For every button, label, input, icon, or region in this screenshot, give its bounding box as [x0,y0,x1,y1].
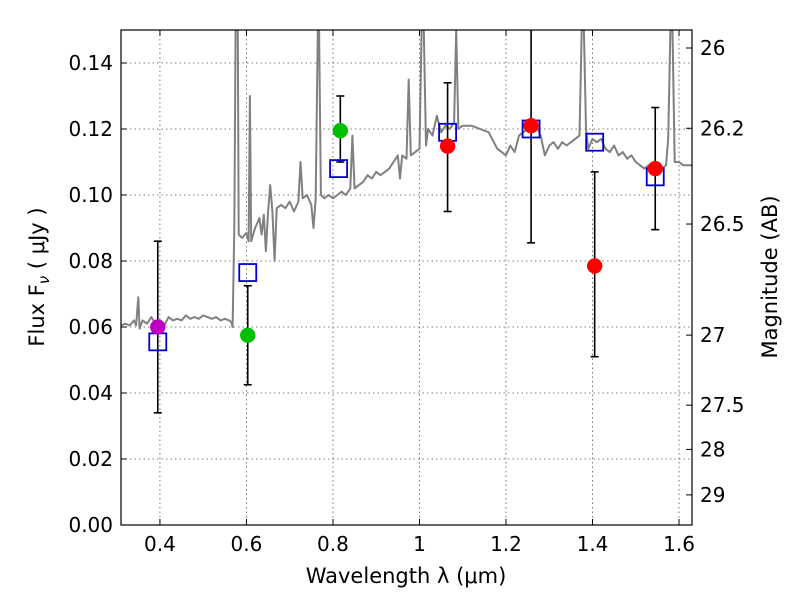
observed-point-green [239,327,256,343]
grid-lines [121,30,692,526]
y-axis-label: Flux Fν ( μJy ) [25,207,53,346]
y-tick-label: 0.02 [68,447,113,471]
y-tick-label: 0.08 [68,249,113,273]
magnitude-tick-label: 27.5 [700,393,745,417]
magnitude-tick-label: 28 [700,437,725,461]
observed-point-green [332,122,349,139]
observed-point-red [586,258,603,274]
x-tick-label: 1 [413,532,426,556]
model-square [238,263,258,282]
magnitude-axis-label: Magnitude (AB) [758,195,782,358]
magnitude-tick-label: 27 [700,323,725,347]
magnitude-tick-label: 29 [700,483,725,507]
observed-point-red [523,117,539,134]
axis-ticks: 0.4 0.6 0.8 1 1.2 1.4 1.6 0.00 0.02 0.04 0.06 0.08 0… [68,30,745,556]
x-tick-label: 1.4 [577,532,609,556]
x-tick-label: 0.8 [317,532,349,556]
plot-frame [120,29,693,526]
magnitude-tick-label: 26 [700,36,725,60]
y-axis-label-unit: ( μJy ) [25,207,49,275]
y-tick-label: 0.12 [68,117,113,141]
spectrum-line [121,30,692,330]
magnitude-tick-label: 26.5 [700,212,745,236]
y-axis-label-subscript: ν [35,276,53,284]
observed-point-purple [150,319,166,335]
x-tick-label: 1.2 [490,532,522,556]
observed-point-red [439,138,456,154]
y-tick-label: 0.00 [68,513,113,537]
y-axis-label-main: Flux F [25,284,49,346]
magnitude-tick-label: 26.2 [700,116,745,140]
model-square [329,159,348,179]
x-axis-label: Wavelength λ (μm) [306,564,507,588]
x-tick-label: 0.4 [144,532,176,556]
model-square [585,132,605,152]
x-tick-label: 1.6 [663,532,695,556]
y-tick-label: 0.10 [68,183,113,207]
x-tick-label: 0.6 [231,532,263,556]
y-tick-label: 0.14 [68,51,113,75]
y-tick-label: 0.04 [68,381,113,405]
observed-point-red [647,160,663,177]
y-tick-label: 0.06 [68,315,113,339]
plot-area [121,30,692,414]
